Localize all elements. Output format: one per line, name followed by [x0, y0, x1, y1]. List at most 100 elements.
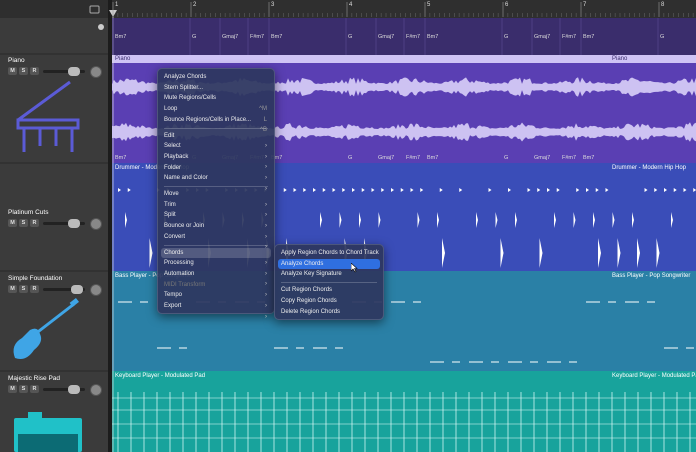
track-button-0[interactable]: M [8, 385, 17, 393]
menu-item[interactable]: Automation › [161, 269, 271, 288]
menu-shortcut: ^M [259, 105, 267, 112]
menu-item[interactable]: Analyze Key Signature [278, 269, 380, 280]
chord-label: F#m7 [250, 34, 265, 40]
bass-icon [13, 297, 79, 359]
menu-item-label: Trim [164, 201, 176, 208]
menu-item[interactable]: Loop L [161, 104, 271, 123]
menu-item[interactable]: MIDI Transform › [161, 280, 271, 299]
drum-hit [320, 212, 322, 228]
track-button-0[interactable]: M [8, 285, 17, 293]
volume-slider[interactable] [43, 388, 85, 391]
track-button-1[interactable]: S [19, 67, 28, 75]
divider [108, 0, 112, 452]
region-label: Drummer - Modern Hip Hop [115, 165, 190, 171]
menu-item[interactable]: Mute Regions/Cells ^M [161, 93, 271, 112]
menu-item-label: Playback [164, 153, 189, 160]
region-chord-label: Bm7 [427, 155, 439, 161]
chord-label: G [504, 34, 509, 40]
submenu-arrow: › [265, 201, 267, 208]
menu-item[interactable]: Bounce Regions/Cells in Place... ^B [161, 115, 271, 134]
bar-number: 5 [427, 2, 431, 8]
region-chord-label: Gmaj7 [534, 155, 551, 161]
track-button-2[interactable]: R [30, 285, 39, 293]
menu-item[interactable]: Trim › [161, 200, 271, 219]
volume-slider[interactable] [43, 288, 85, 291]
region-chord-label: F#m7 [406, 155, 421, 161]
chord-label: F#m7 [406, 34, 421, 40]
menu-separator [164, 127, 268, 129]
track-button-2[interactable]: R [30, 67, 39, 75]
chord-label: Bm7 [427, 34, 439, 40]
volume-slider[interactable] [43, 70, 85, 73]
menu-separator [164, 186, 268, 187]
pan-knob[interactable] [90, 384, 102, 396]
menu-item[interactable]: Playback › [161, 152, 271, 171]
menu-shortcut: ^B [260, 127, 267, 134]
drum-hit [118, 188, 121, 192]
menu-item[interactable]: Name and Color › [161, 173, 271, 192]
submenu-arrow: › [265, 244, 267, 251]
pan-knob[interactable] [90, 66, 102, 78]
volume-knob[interactable] [68, 67, 80, 76]
menu-item-label: MIDI Transform [164, 281, 206, 288]
menu-item[interactable]: Tempo › [161, 290, 271, 309]
submenu-arrow: › [265, 164, 267, 171]
track-button-0[interactable]: M [8, 219, 17, 227]
menu-item[interactable]: Processing › [161, 258, 271, 277]
pan-knob[interactable] [90, 284, 102, 296]
menu-separator [281, 282, 377, 284]
drum-hit [127, 188, 131, 192]
menu-item[interactable]: Select › [161, 141, 271, 160]
drum-hit [586, 188, 589, 192]
menu-item[interactable]: Export › [161, 301, 271, 320]
region-chord-label: F#m7 [562, 155, 577, 161]
drum-hit [400, 188, 404, 192]
menu-item[interactable]: Folder › [161, 163, 271, 182]
menu-item[interactable]: Stem Splitter... [161, 83, 271, 94]
menu-item[interactable]: Analyze Chords [161, 72, 271, 83]
header-top [0, 0, 108, 18]
volume-slider[interactable] [43, 222, 85, 225]
drum-hit [683, 188, 687, 192]
menu-item[interactable]: Apply Region Chords to Chord Track [278, 248, 380, 259]
region-label: Keyboard Player - Modulated Pad [612, 373, 696, 379]
region-chord-label: Bm7 [115, 155, 127, 161]
menu-item[interactable]: Delete Region Chords [278, 307, 380, 318]
menu-separator [164, 244, 268, 246]
submenu-arrow: › [265, 185, 267, 192]
chord-label: G [660, 34, 665, 40]
volume-knob[interactable] [68, 219, 80, 228]
track-button-1[interactable]: S [19, 219, 28, 227]
drum-hit [125, 212, 127, 228]
add-button[interactable] [98, 24, 104, 30]
menu-item[interactable]: Split › [161, 210, 271, 229]
menu-item[interactable]: Copy Region Chords [278, 296, 380, 307]
menu-item[interactable]: Move › [161, 189, 271, 208]
volume-knob[interactable] [71, 285, 83, 294]
track-button-2[interactable]: R [30, 219, 39, 227]
drum-hit [439, 188, 443, 192]
submenu: Apply Region Chords to Chord Track Analyz… [274, 244, 384, 320]
menu-item-label: Automation [164, 270, 195, 277]
drum-hit [488, 188, 492, 192]
track-button-0[interactable]: M [8, 67, 17, 75]
menu-item[interactable]: Edit › [161, 131, 271, 150]
menu-item-label: Delete Region Chords [281, 308, 341, 315]
submenu-arrow: › [265, 233, 267, 240]
drum-hit [437, 212, 439, 228]
menu-item-label: Apply Region Chords to Chord Track [281, 250, 379, 256]
chord-label: Gmaj7 [222, 34, 239, 40]
menu-item[interactable]: Bounce or Join › [161, 221, 271, 240]
volume-knob[interactable] [68, 385, 80, 394]
menu-item[interactable]: Chords › [161, 247, 271, 266]
track-button-1[interactable]: S [19, 285, 28, 293]
region-label: Keyboard Player - Modulated Pad [115, 373, 206, 379]
track-button-1[interactable]: S [19, 385, 28, 393]
menu-item[interactable]: Convert › [161, 232, 271, 251]
drum-hit [576, 188, 580, 192]
pan-knob[interactable] [90, 218, 102, 230]
menu-item[interactable]: Cut Region Chords [278, 285, 380, 296]
track-button-2[interactable]: R [30, 385, 39, 393]
menu-item[interactable]: Analyze Chords [278, 258, 380, 270]
